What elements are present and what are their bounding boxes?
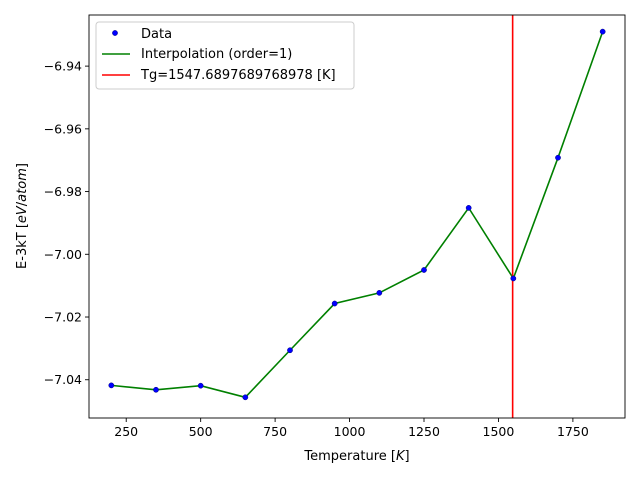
data-point [108, 382, 115, 389]
data-point [599, 28, 606, 35]
data-point [421, 267, 427, 273]
legend-tg-label: Tg=1547.6897689768978 [K] [140, 68, 336, 83]
data-point [331, 300, 338, 307]
x-tick-label: 1500 [483, 424, 515, 439]
x-tick-label: 1750 [557, 424, 589, 439]
plot-area [108, 15, 606, 418]
y-tick-label: −6.98 [44, 184, 82, 199]
data-point [555, 154, 561, 161]
interpolation-line [111, 31, 604, 399]
x-tick-label: 1000 [334, 424, 366, 439]
x-tick-label: 750 [263, 424, 287, 439]
y-tick-label: −6.96 [44, 121, 82, 136]
y-tick-label: −7.00 [44, 247, 82, 262]
data-point [465, 205, 472, 211]
y-tick-label: −7.02 [44, 310, 82, 325]
x-tick-label: 250 [114, 424, 138, 439]
legend-data-label: Data [141, 27, 172, 42]
data-point [376, 290, 383, 296]
data-point [197, 382, 204, 389]
x-axis-label: Temperature [K] [303, 449, 409, 464]
x-tick-label: 500 [189, 424, 213, 439]
axes: 250 500 750 1000 1250 1500 1750 −7.04 −7.02 −7.00… [44, 14, 626, 439]
legend-box [95, 21, 355, 90]
x-tick-label: 1250 [408, 424, 440, 439]
legend-interpolation-label: Interpolation (order=1) [141, 47, 292, 62]
data-point [510, 275, 517, 282]
axes-frame [88, 14, 626, 419]
data-point [242, 394, 249, 401]
y-tick-label: −7.04 [44, 372, 82, 387]
data-point [287, 347, 293, 354]
y-tick-label: −6.94 [44, 59, 82, 74]
legend-data-marker [112, 30, 118, 36]
legend: Data Interpolation (order=1) Tg=1547.68976… [95, 21, 355, 90]
y-axis-label: E-3kT [eV/atom] [15, 163, 30, 269]
data-point [153, 386, 159, 393]
